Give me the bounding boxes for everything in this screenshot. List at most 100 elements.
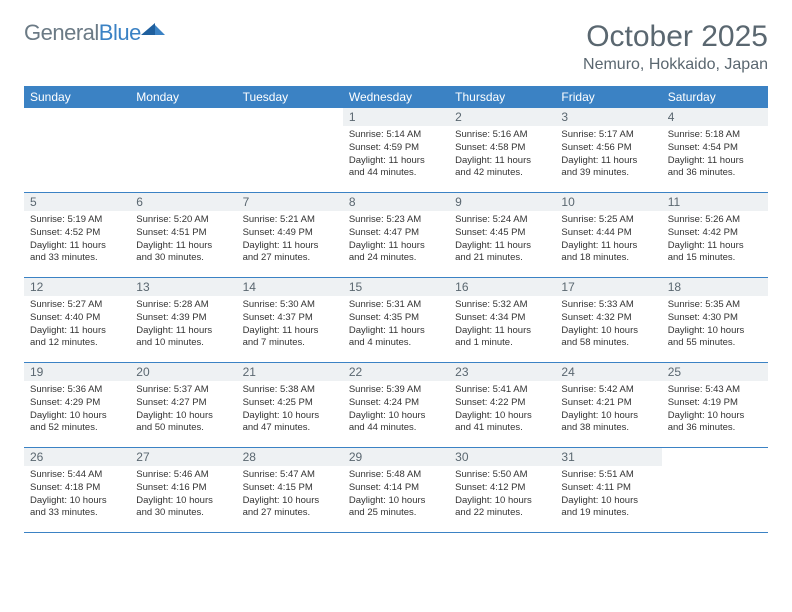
daylight-line: Daylight: 11 hours and 7 minutes. bbox=[243, 325, 337, 351]
daylight-line: Daylight: 10 hours and 52 minutes. bbox=[30, 410, 124, 436]
day-details: Sunrise: 5:18 AMSunset: 4:54 PMDaylight:… bbox=[662, 126, 768, 184]
day-cell: 13Sunrise: 5:28 AMSunset: 4:39 PMDayligh… bbox=[130, 278, 236, 362]
sunset-line: Sunset: 4:22 PM bbox=[455, 397, 549, 410]
sunset-line: Sunset: 4:59 PM bbox=[349, 142, 443, 155]
sunrise-line: Sunrise: 5:37 AM bbox=[136, 384, 230, 397]
daylight-line: Daylight: 10 hours and 22 minutes. bbox=[455, 495, 549, 521]
day-number: 28 bbox=[237, 448, 343, 466]
weekday-header-row: SundayMondayTuesdayWednesdayThursdayFrid… bbox=[24, 86, 768, 108]
day-cell: 5Sunrise: 5:19 AMSunset: 4:52 PMDaylight… bbox=[24, 193, 130, 277]
sunrise-line: Sunrise: 5:26 AM bbox=[668, 214, 762, 227]
daylight-line: Daylight: 10 hours and 25 minutes. bbox=[349, 495, 443, 521]
sunrise-line: Sunrise: 5:42 AM bbox=[561, 384, 655, 397]
day-cell: 26Sunrise: 5:44 AMSunset: 4:18 PMDayligh… bbox=[24, 448, 130, 532]
daylight-line: Daylight: 11 hours and 4 minutes. bbox=[349, 325, 443, 351]
week-row: 5Sunrise: 5:19 AMSunset: 4:52 PMDaylight… bbox=[24, 193, 768, 278]
sunrise-line: Sunrise: 5:36 AM bbox=[30, 384, 124, 397]
day-cell: .. bbox=[662, 448, 768, 532]
sunrise-line: Sunrise: 5:46 AM bbox=[136, 469, 230, 482]
daylight-line: Daylight: 11 hours and 24 minutes. bbox=[349, 240, 443, 266]
sunrise-line: Sunrise: 5:47 AM bbox=[243, 469, 337, 482]
day-details: Sunrise: 5:26 AMSunset: 4:42 PMDaylight:… bbox=[662, 211, 768, 269]
day-number: 25 bbox=[662, 363, 768, 381]
sunset-line: Sunset: 4:12 PM bbox=[455, 482, 549, 495]
day-cell: .. bbox=[24, 108, 130, 192]
day-details: Sunrise: 5:42 AMSunset: 4:21 PMDaylight:… bbox=[555, 381, 661, 439]
sunrise-line: Sunrise: 5:31 AM bbox=[349, 299, 443, 312]
daylight-line: Daylight: 10 hours and 55 minutes. bbox=[668, 325, 762, 351]
day-details: Sunrise: 5:39 AMSunset: 4:24 PMDaylight:… bbox=[343, 381, 449, 439]
day-number: 4 bbox=[662, 108, 768, 126]
day-cell: 6Sunrise: 5:20 AMSunset: 4:51 PMDaylight… bbox=[130, 193, 236, 277]
day-details: Sunrise: 5:20 AMSunset: 4:51 PMDaylight:… bbox=[130, 211, 236, 269]
day-details: Sunrise: 5:51 AMSunset: 4:11 PMDaylight:… bbox=[555, 466, 661, 524]
day-details: Sunrise: 5:37 AMSunset: 4:27 PMDaylight:… bbox=[130, 381, 236, 439]
calendar-body: ......1Sunrise: 5:14 AMSunset: 4:59 PMDa… bbox=[24, 108, 768, 533]
sunrise-line: Sunrise: 5:25 AM bbox=[561, 214, 655, 227]
daylight-line: Daylight: 11 hours and 30 minutes. bbox=[136, 240, 230, 266]
sunset-line: Sunset: 4:30 PM bbox=[668, 312, 762, 325]
sunrise-line: Sunrise: 5:14 AM bbox=[349, 129, 443, 142]
day-number: 8 bbox=[343, 193, 449, 211]
day-cell: 19Sunrise: 5:36 AMSunset: 4:29 PMDayligh… bbox=[24, 363, 130, 447]
day-cell: 15Sunrise: 5:31 AMSunset: 4:35 PMDayligh… bbox=[343, 278, 449, 362]
sunrise-line: Sunrise: 5:21 AM bbox=[243, 214, 337, 227]
sunset-line: Sunset: 4:51 PM bbox=[136, 227, 230, 240]
daylight-line: Daylight: 10 hours and 30 minutes. bbox=[136, 495, 230, 521]
day-number: 27 bbox=[130, 448, 236, 466]
day-details: Sunrise: 5:43 AMSunset: 4:19 PMDaylight:… bbox=[662, 381, 768, 439]
day-number: 2 bbox=[449, 108, 555, 126]
day-number: 10 bbox=[555, 193, 661, 211]
sunrise-line: Sunrise: 5:18 AM bbox=[668, 129, 762, 142]
location: Nemuro, Hokkaido, Japan bbox=[583, 56, 768, 74]
day-cell: 17Sunrise: 5:33 AMSunset: 4:32 PMDayligh… bbox=[555, 278, 661, 362]
day-number: 24 bbox=[555, 363, 661, 381]
daylight-line: Daylight: 11 hours and 44 minutes. bbox=[349, 155, 443, 181]
daylight-line: Daylight: 11 hours and 1 minute. bbox=[455, 325, 549, 351]
daylight-line: Daylight: 11 hours and 39 minutes. bbox=[561, 155, 655, 181]
sunrise-line: Sunrise: 5:27 AM bbox=[30, 299, 124, 312]
day-details: Sunrise: 5:32 AMSunset: 4:34 PMDaylight:… bbox=[449, 296, 555, 354]
weekday-header: Sunday bbox=[24, 86, 130, 108]
day-details: Sunrise: 5:38 AMSunset: 4:25 PMDaylight:… bbox=[237, 381, 343, 439]
day-details: Sunrise: 5:44 AMSunset: 4:18 PMDaylight:… bbox=[24, 466, 130, 524]
weekday-header: Thursday bbox=[449, 86, 555, 108]
day-number: 22 bbox=[343, 363, 449, 381]
day-cell: 28Sunrise: 5:47 AMSunset: 4:15 PMDayligh… bbox=[237, 448, 343, 532]
day-details: Sunrise: 5:16 AMSunset: 4:58 PMDaylight:… bbox=[449, 126, 555, 184]
daylight-line: Daylight: 10 hours and 36 minutes. bbox=[668, 410, 762, 436]
brand-name: GeneralBlue bbox=[24, 20, 141, 46]
day-cell: 10Sunrise: 5:25 AMSunset: 4:44 PMDayligh… bbox=[555, 193, 661, 277]
sunrise-line: Sunrise: 5:30 AM bbox=[243, 299, 337, 312]
day-cell: 30Sunrise: 5:50 AMSunset: 4:12 PMDayligh… bbox=[449, 448, 555, 532]
day-details: Sunrise: 5:17 AMSunset: 4:56 PMDaylight:… bbox=[555, 126, 661, 184]
sunrise-line: Sunrise: 5:38 AM bbox=[243, 384, 337, 397]
brand-name-part1: General bbox=[24, 20, 99, 45]
day-cell: 12Sunrise: 5:27 AMSunset: 4:40 PMDayligh… bbox=[24, 278, 130, 362]
daylight-line: Daylight: 10 hours and 38 minutes. bbox=[561, 410, 655, 436]
brand-logo: GeneralBlue bbox=[24, 20, 167, 46]
sunrise-line: Sunrise: 5:44 AM bbox=[30, 469, 124, 482]
sunset-line: Sunset: 4:18 PM bbox=[30, 482, 124, 495]
brand-name-part2: Blue bbox=[99, 20, 141, 45]
sunrise-line: Sunrise: 5:41 AM bbox=[455, 384, 549, 397]
daylight-line: Daylight: 10 hours and 58 minutes. bbox=[561, 325, 655, 351]
month-title: October 2025 bbox=[583, 20, 768, 54]
day-cell: 14Sunrise: 5:30 AMSunset: 4:37 PMDayligh… bbox=[237, 278, 343, 362]
daylight-line: Daylight: 10 hours and 41 minutes. bbox=[455, 410, 549, 436]
day-number: 30 bbox=[449, 448, 555, 466]
sunrise-line: Sunrise: 5:19 AM bbox=[30, 214, 124, 227]
sunset-line: Sunset: 4:32 PM bbox=[561, 312, 655, 325]
sunset-line: Sunset: 4:44 PM bbox=[561, 227, 655, 240]
sunrise-line: Sunrise: 5:20 AM bbox=[136, 214, 230, 227]
day-details: Sunrise: 5:36 AMSunset: 4:29 PMDaylight:… bbox=[24, 381, 130, 439]
day-cell: 24Sunrise: 5:42 AMSunset: 4:21 PMDayligh… bbox=[555, 363, 661, 447]
sunrise-line: Sunrise: 5:48 AM bbox=[349, 469, 443, 482]
day-number: 17 bbox=[555, 278, 661, 296]
day-details: Sunrise: 5:46 AMSunset: 4:16 PMDaylight:… bbox=[130, 466, 236, 524]
sunset-line: Sunset: 4:14 PM bbox=[349, 482, 443, 495]
daylight-line: Daylight: 10 hours and 27 minutes. bbox=[243, 495, 337, 521]
day-details: Sunrise: 5:48 AMSunset: 4:14 PMDaylight:… bbox=[343, 466, 449, 524]
day-details: Sunrise: 5:41 AMSunset: 4:22 PMDaylight:… bbox=[449, 381, 555, 439]
sunset-line: Sunset: 4:27 PM bbox=[136, 397, 230, 410]
